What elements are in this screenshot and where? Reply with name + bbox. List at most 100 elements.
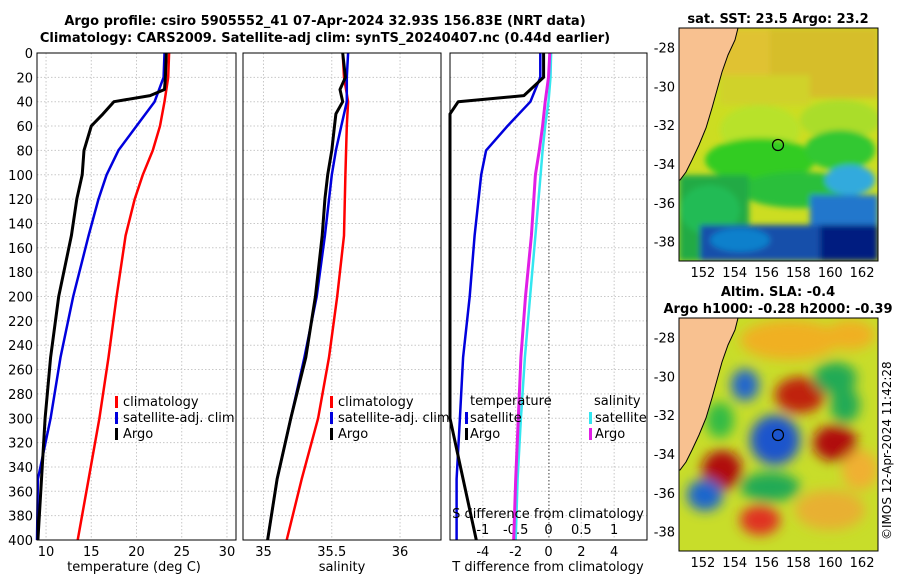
lat-tick-label: -28 <box>654 41 675 56</box>
argo-marker <box>771 428 785 442</box>
difference-panel: -4-2024 -1-0.500.51 T difference from cl… <box>448 52 648 575</box>
y-tick-label: 400 <box>8 534 33 549</box>
argo-marker <box>771 138 785 152</box>
argo-line <box>36 52 168 541</box>
x-tick-label: 30 <box>219 545 236 560</box>
s-diff-xlabel: S difference from climatology <box>452 507 644 522</box>
y-tick-label: 160 <box>8 242 33 257</box>
y-tick-label: 320 <box>8 437 33 452</box>
lon-tick-label: 156 <box>754 556 779 571</box>
x-tick-label: 35.5 <box>317 545 346 560</box>
salinity-legend: climatology satellite-adj. clim Argo <box>330 395 450 442</box>
sla-map-subtitle: Argo h1000: -0.28 h2000: -0.39 <box>663 302 892 317</box>
x-tick-label: 15 <box>83 545 100 560</box>
lon-tick-label: 154 <box>722 556 747 571</box>
y-tick-label: 180 <box>8 266 33 281</box>
x-tick-label: -2 <box>509 545 522 560</box>
legend-t-satellite: satellite <box>470 411 522 426</box>
lon-tick-label: 162 <box>850 556 875 571</box>
x-tick-label: 10 <box>38 545 55 560</box>
title-line-2: Climatology: CARS2009. Satellite-adj cli… <box>39 31 611 46</box>
lon-tick-label: 160 <box>818 556 843 571</box>
lat-tick-label: -32 <box>654 119 675 134</box>
figure-title: Argo profile: csiro 5905552_41 07-Apr-20… <box>0 13 650 47</box>
y-tick-label: 280 <box>8 388 33 403</box>
s-diff-tick-label: 1 <box>610 523 618 538</box>
y-tick-label: 340 <box>8 461 33 476</box>
land <box>679 28 739 181</box>
t-diff-xlabel: T difference from climatology <box>451 560 644 575</box>
legend-s-argo: Argo <box>595 427 625 442</box>
y-tick-label: 240 <box>8 339 33 354</box>
lat-tick-label: -34 <box>654 158 675 173</box>
legend-salinity: salinity <box>594 394 641 409</box>
lat-tick-label: -36 <box>654 197 675 212</box>
lat-tick-label: -32 <box>654 409 675 424</box>
x-tick-label: 4 <box>610 545 618 560</box>
legend-s-satellite: satellite <box>595 411 647 426</box>
sst-map: sat. SST: 23.5 Argo: 23.2 <box>654 12 879 281</box>
land <box>679 318 739 471</box>
s-diff-tick-label: -1 <box>476 523 489 538</box>
temperature-legend: climatology satellite-adj. clim Argo <box>115 395 235 442</box>
x-tick-label: 20 <box>128 545 145 560</box>
lat-tick-label: -38 <box>654 526 675 541</box>
lat-tick-label: -30 <box>654 80 675 95</box>
lon-tick-label: 156 <box>754 266 779 281</box>
temperature-panel: 0 20 40 60 80 100 120 140 160 180 200 220 240 260 280 3… <box>8 47 237 575</box>
salinity-panel: 35 35.5 36 salinity climatology satellite-… <box>242 52 450 575</box>
legend-temperature: temperature <box>470 394 552 409</box>
argo-line <box>266 52 347 541</box>
lat-tick-label: -38 <box>654 236 675 251</box>
t-diff-legend: temperature satellite Argo <box>465 394 552 442</box>
salinity-satellite-line <box>514 52 553 541</box>
lon-tick-label: 158 <box>786 556 811 571</box>
y-tick-label: 100 <box>8 169 33 184</box>
x-tick-label: 35 <box>255 545 272 560</box>
y-tick-label: 0 <box>25 47 33 62</box>
climatology-line <box>76 52 171 541</box>
salinity-xlabel: salinity <box>319 560 366 575</box>
lat-tick-label: -30 <box>654 370 675 385</box>
imos-timestamp: ©IMOS 12-Apr-2024 11:42:28 <box>880 361 894 540</box>
y-tick-label: 220 <box>8 315 33 330</box>
s-diff-legend: salinity satellite Argo <box>589 394 647 442</box>
y-tick-label: 360 <box>8 485 33 500</box>
temperature-satellite-line <box>455 53 542 540</box>
y-tick-label: 260 <box>8 364 33 379</box>
lat-tick-label: -36 <box>654 487 675 502</box>
lat-tick-label: -28 <box>654 331 675 346</box>
legend-satellite-clim: satellite-adj. clim <box>123 411 235 426</box>
y-tick-label: 40 <box>16 96 33 111</box>
lon-tick-label: 152 <box>690 266 715 281</box>
y-tick-label: 140 <box>8 217 33 232</box>
lon-tick-label: 160 <box>818 266 843 281</box>
legend-satellite-clim: satellite-adj. clim <box>338 411 450 426</box>
x-tick-label: 2 <box>577 545 585 560</box>
satellite-adj-clim-line <box>35 52 166 541</box>
sst-map-title: sat. SST: 23.5 Argo: 23.2 <box>687 12 868 27</box>
y-tick-label: 80 <box>16 144 33 159</box>
sla-map-title: Altim. SLA: -0.4 <box>721 285 835 300</box>
y-tick-label: 120 <box>8 193 33 208</box>
y-tick-label: 60 <box>16 120 33 135</box>
lon-tick-label: 154 <box>722 266 747 281</box>
lon-tick-label: 158 <box>786 266 811 281</box>
legend-argo: Argo <box>338 427 368 442</box>
sla-map: Altim. SLA: -0.4 Argo h1000: -0.28 h2000… <box>654 285 893 571</box>
lon-tick-label: 152 <box>690 556 715 571</box>
legend-t-argo: Argo <box>470 427 500 442</box>
title-line-1: Argo profile: csiro 5905552_41 07-Apr-20… <box>64 14 586 29</box>
legend-argo: Argo <box>123 427 153 442</box>
x-tick-label: 25 <box>173 545 190 560</box>
lat-tick-label: -34 <box>654 448 675 463</box>
x-tick-label: -4 <box>476 545 489 560</box>
y-tick-label: 200 <box>8 291 33 306</box>
y-tick-label: 300 <box>8 412 33 427</box>
y-tick-label: 380 <box>8 510 33 525</box>
x-tick-label: 36 <box>392 545 409 560</box>
salinity-argo-line <box>512 52 552 541</box>
s-diff-tick-label: 0.5 <box>571 523 592 538</box>
x-tick-label: 0 <box>544 545 552 560</box>
